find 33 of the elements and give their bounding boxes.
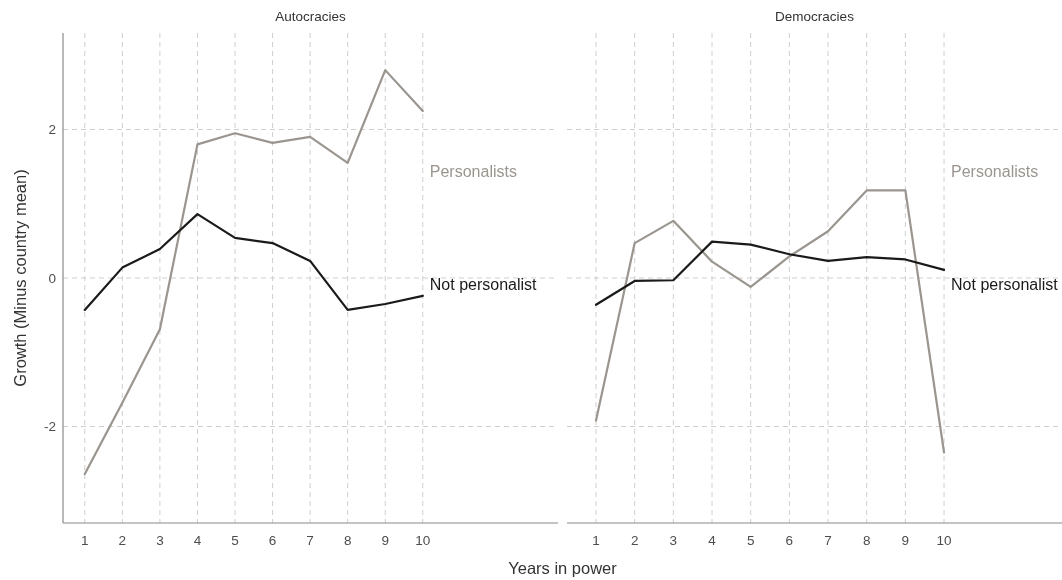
x-tick-label: 6 xyxy=(785,533,794,548)
chart-title: Autocracies xyxy=(275,9,347,24)
x-tick-label: 7 xyxy=(306,533,314,548)
x-tick-label: 9 xyxy=(381,533,389,548)
x-tick-label: 6 xyxy=(268,533,277,548)
x-tick-label: 8 xyxy=(343,533,352,548)
x-tick-label: 3 xyxy=(669,533,678,548)
x-axis-title: Years in power xyxy=(508,559,618,577)
x-tick-label: 4 xyxy=(193,533,202,548)
x-tick-label: 2 xyxy=(630,533,639,548)
x-tick-label: 8 xyxy=(862,533,871,548)
x-tick-label: 5 xyxy=(746,533,755,548)
series-label: Not personalist xyxy=(429,276,538,294)
x-tick-label: 7 xyxy=(824,533,832,548)
y-axis-title: Growth (Minus country mean) xyxy=(10,169,29,387)
x-tick-label: 1 xyxy=(81,533,89,548)
x-tick-label: 5 xyxy=(231,533,239,548)
y-tick-label: 0 xyxy=(48,270,56,286)
x-tick-label: 10 xyxy=(415,533,431,548)
text: Personalists xyxy=(951,162,1039,180)
line-series xyxy=(83,69,424,476)
x-tick-label: 10 xyxy=(936,533,952,548)
x-tick-label: 1 xyxy=(592,533,600,548)
y-tick-label: -2 xyxy=(43,419,56,435)
text: Personalists xyxy=(429,162,517,180)
x-tick-label: 9 xyxy=(901,533,910,548)
x-tick-label: 4 xyxy=(708,533,717,548)
series-label: Not personalist xyxy=(951,276,1059,294)
x-tick-label: 3 xyxy=(156,533,164,548)
y-tick-label: 2 xyxy=(48,122,56,138)
x-tick-label: 2 xyxy=(118,533,127,548)
line-series xyxy=(83,213,424,312)
chart-title: Democracies xyxy=(775,9,855,24)
